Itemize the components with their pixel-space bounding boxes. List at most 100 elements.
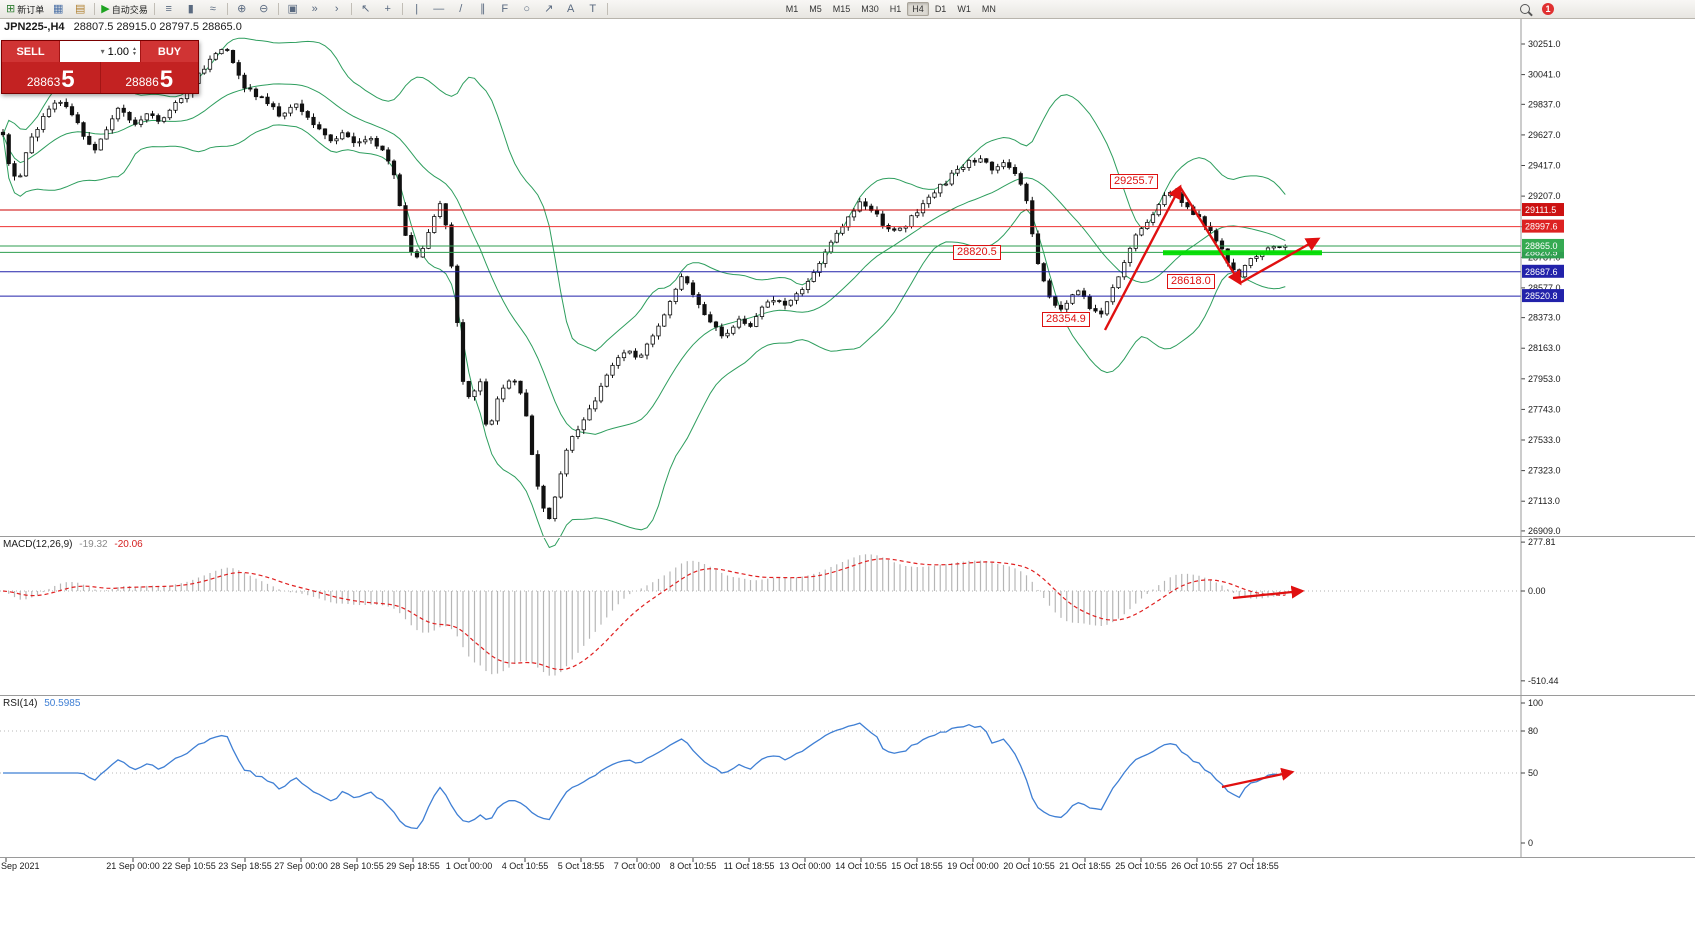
- chart-window-icon[interactable]: ▦: [47, 1, 69, 18]
- svg-text:30041.0: 30041.0: [1528, 70, 1561, 80]
- zoom-out-icon[interactable]: ⊖: [253, 1, 275, 18]
- svg-text:28520.8: 28520.8: [1525, 291, 1558, 301]
- sell-price[interactable]: 28863 5: [2, 62, 101, 93]
- anchor-tool-icon-glyph: T: [589, 2, 597, 15]
- crosshair-icon[interactable]: +: [377, 1, 399, 18]
- channel-icon-glyph: ∥: [479, 2, 486, 15]
- text-tool-icon-glyph: A: [567, 2, 575, 15]
- timeframe-h1[interactable]: H1: [889, 4, 902, 14]
- sell-price-main: 28863: [26, 75, 61, 89]
- cursor-icon[interactable]: ↖: [355, 1, 377, 18]
- svg-text:28865.0: 28865.0: [1525, 241, 1558, 251]
- toolbar: ⊞ 新订单 ▦ ▤ ▶ 自动交易 ≡ ▮ ≈ ⊕ ⊖ ▣ » › ↖ + | — / ∥ F ○ ↗ A T M1 M5 M15 M3…: [0, 0, 1695, 19]
- svg-text:26909.0: 26909.0: [1528, 526, 1561, 536]
- svg-text:0: 0: [1528, 838, 1533, 848]
- line-chart-icon-glyph: ≈: [209, 2, 216, 15]
- trade-panel-top-row: SELL ▾ 1.00 ▲ ▼ BUY: [2, 41, 198, 62]
- svg-text:80: 80: [1528, 726, 1538, 736]
- svg-text:25 Oct 10:55: 25 Oct 10:55: [1115, 861, 1167, 871]
- volume-spin-icons[interactable]: ▲ ▼: [132, 45, 137, 57]
- candlestick-chart-icon[interactable]: ▮: [180, 1, 202, 18]
- sell-price-pip: 5: [61, 66, 75, 93]
- toolbar-separator: [606, 3, 608, 15]
- svg-text:29837.0: 29837.0: [1528, 99, 1561, 109]
- symbol-period: JPN225-,H4: [4, 21, 65, 33]
- svg-text:1 Oct 00:00: 1 Oct 00:00: [446, 861, 493, 871]
- svg-text:22 Sep 10:55: 22 Sep 10:55: [162, 861, 216, 871]
- rsi-indicator-label: RSI(14) 50.5985: [3, 698, 80, 709]
- ohlc-values: 28807.5 28915.0 28797.5 28865.0: [73, 21, 242, 33]
- toolbar-separator: [350, 3, 352, 15]
- buy-price[interactable]: 28886 5: [101, 62, 199, 93]
- macd-value-1: -19.32: [79, 539, 108, 550]
- svg-text:29627.0: 29627.0: [1528, 130, 1561, 140]
- notification-badge[interactable]: 1: [1542, 3, 1554, 15]
- channel-icon[interactable]: ∥: [472, 1, 494, 18]
- new-order-button[interactable]: ⊞ 新订单: [3, 1, 47, 18]
- timeframe-m30[interactable]: M30: [861, 4, 879, 14]
- svg-text:29 Sep 18:55: 29 Sep 18:55: [386, 861, 440, 871]
- timeframe-m1[interactable]: M1: [785, 4, 799, 14]
- svg-text:29207.0: 29207.0: [1528, 191, 1561, 201]
- search-icon: [1520, 4, 1530, 14]
- autotrading-button[interactable]: ▶ 自动交易: [98, 1, 150, 18]
- toolbar-separator: [226, 3, 228, 15]
- fibonacci-icon[interactable]: F: [494, 1, 516, 18]
- timeframe-mn[interactable]: MN: [981, 4, 996, 14]
- chart-shift-icon[interactable]: ›: [326, 1, 348, 18]
- svg-text:Sep 2021: Sep 2021: [1, 861, 40, 871]
- bar-chart-icon[interactable]: ≡: [158, 1, 180, 18]
- svg-text:30251.0: 30251.0: [1528, 39, 1561, 49]
- text-tool-icon[interactable]: A: [560, 1, 582, 18]
- ellipse-icon[interactable]: ○: [516, 1, 538, 18]
- volume-dropdown-icon[interactable]: ▾: [100, 47, 105, 56]
- svg-text:0.00: 0.00: [1528, 586, 1546, 596]
- svg-text:14 Oct 10:55: 14 Oct 10:55: [835, 861, 887, 871]
- toolbar-icons: ⊞ 新订单 ▦ ▤ ▶ 自动交易 ≡ ▮ ≈ ⊕ ⊖ ▣ » › ↖ + | — / ∥ F ○ ↗ A T: [3, 1, 611, 18]
- auto-scroll-icon[interactable]: »: [304, 1, 326, 18]
- arrow-tool-icon[interactable]: ↗: [538, 1, 560, 18]
- macd-indicator-label: MACD(12,26,9) -19.32 -20.06: [3, 539, 143, 550]
- anchor-tool-icon[interactable]: T: [582, 1, 604, 18]
- vertical-line-icon[interactable]: |: [406, 1, 428, 18]
- tile-windows-icon[interactable]: ▣: [282, 1, 304, 18]
- volume-stepper[interactable]: ▾ 1.00 ▲ ▼: [60, 41, 140, 62]
- volume-value[interactable]: 1.00: [107, 45, 130, 58]
- timeframe-h4[interactable]: H4: [907, 2, 929, 16]
- svg-text:29417.0: 29417.0: [1528, 161, 1561, 171]
- svg-text:50: 50: [1528, 768, 1538, 778]
- svg-text:29111.5: 29111.5: [1525, 205, 1556, 215]
- search-button[interactable]: [1514, 1, 1536, 18]
- zoom-in-icon[interactable]: ⊕: [231, 1, 253, 18]
- profiles-icon[interactable]: ▤: [69, 1, 91, 18]
- svg-text:28820.5: 28820.5: [1525, 247, 1558, 257]
- rsi-value: 50.5985: [44, 698, 81, 709]
- timeframe-w1[interactable]: W1: [957, 4, 971, 14]
- svg-text:23 Sep 18:55: 23 Sep 18:55: [218, 861, 272, 871]
- timeframe-d1[interactable]: D1: [934, 4, 947, 14]
- svg-text:-510.44: -510.44: [1528, 676, 1559, 686]
- horizontal-line-icon[interactable]: —: [428, 1, 450, 18]
- crosshair-icon-glyph: +: [384, 2, 391, 15]
- autotrading-glyph: ▶: [101, 2, 110, 15]
- svg-text:27533.0: 27533.0: [1528, 435, 1561, 445]
- svg-text:11 Oct 18:55: 11 Oct 18:55: [724, 861, 775, 871]
- fibonacci-icon-glyph: F: [501, 2, 509, 15]
- timeframe-m5[interactable]: M5: [809, 4, 822, 14]
- sell-button[interactable]: SELL: [2, 41, 60, 62]
- svg-text:4 Oct 10:55: 4 Oct 10:55: [502, 861, 549, 871]
- svg-text:20 Oct 10:55: 20 Oct 10:55: [1003, 861, 1055, 871]
- svg-text:26 Oct 10:55: 26 Oct 10:55: [1171, 861, 1223, 871]
- svg-text:27323.0: 27323.0: [1528, 466, 1561, 476]
- bar-chart-icon-glyph: ≡: [165, 2, 172, 15]
- svg-text:27 Oct 18:55: 27 Oct 18:55: [1227, 861, 1279, 871]
- line-chart-icon[interactable]: ≈: [202, 1, 224, 18]
- svg-text:8 Oct 10:55: 8 Oct 10:55: [670, 861, 717, 871]
- svg-text:5 Oct 18:55: 5 Oct 18:55: [558, 861, 605, 871]
- svg-text:27953.0: 27953.0: [1528, 374, 1561, 384]
- chart-canvas[interactable]: 30251.0 30041.0 29837.0 29627.0 29417.0 29207…: [0, 18, 1695, 943]
- buy-button[interactable]: BUY: [140, 41, 198, 62]
- cursor-icon-glyph: ↖: [361, 2, 371, 15]
- timeframe-m15[interactable]: M15: [832, 4, 851, 14]
- trendline-icon[interactable]: /: [450, 1, 472, 18]
